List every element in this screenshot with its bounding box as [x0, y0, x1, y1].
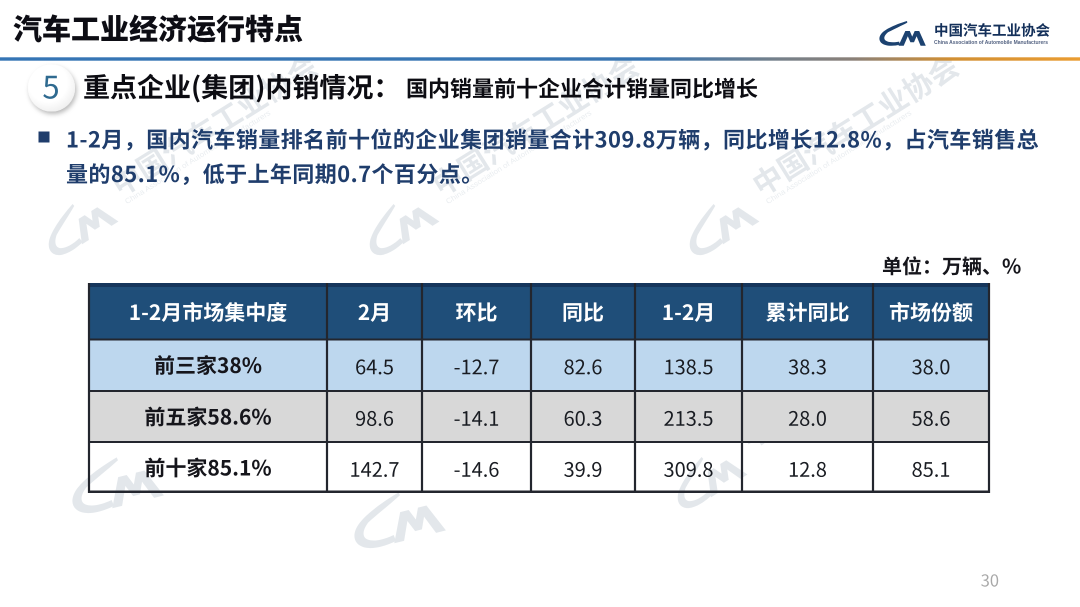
svg-text:China Association of Automobil: China Association of Automobile Manufact…	[934, 40, 1048, 46]
